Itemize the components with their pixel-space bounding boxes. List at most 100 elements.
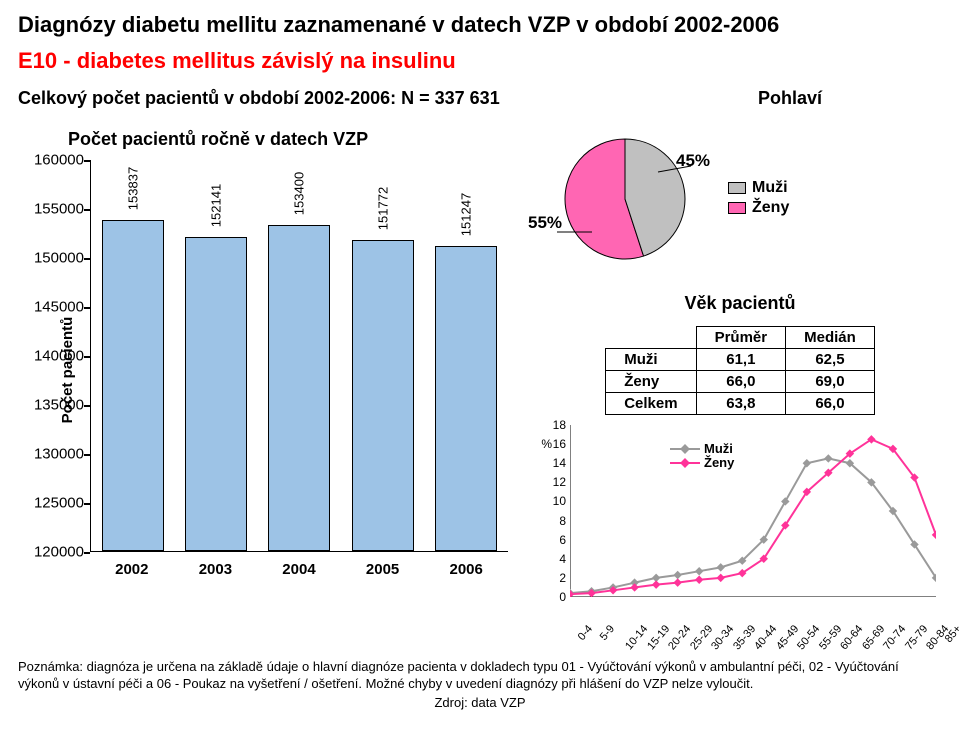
line-marker [716, 574, 724, 582]
bar-value-label: 153400 [292, 171, 307, 214]
line-marker [652, 580, 660, 588]
bar-value-label: 152141 [209, 184, 224, 227]
bar-x-label: 2002 [115, 561, 148, 578]
line-pct-label: % [541, 437, 552, 451]
age-title: Věk pacientů [540, 293, 940, 314]
line-marker [673, 578, 681, 586]
pie-chart: 55% 45% Muži Ženy [540, 129, 940, 269]
bar-y-tick: 160000 [34, 152, 84, 169]
line-x-label: 75-79 [903, 623, 930, 652]
pie-zeny-pct: 55% [528, 213, 562, 233]
line-x-label: 50-54 [795, 623, 822, 652]
bar-x-label: 2005 [366, 561, 399, 578]
line-marker [630, 583, 638, 591]
age-row-median: 69,0 [786, 371, 875, 393]
pie-muzi-pct: 45% [676, 151, 710, 171]
age-row-label: Celkem [606, 393, 696, 415]
line-x-label: 0-4 [576, 623, 595, 643]
age-row-prumer: 63,8 [696, 393, 786, 415]
bar-x-label: 2004 [282, 561, 315, 578]
line-x-label: 30-34 [709, 623, 736, 652]
line-y-tick: 6 [559, 533, 566, 547]
line-x-label: 20-24 [666, 623, 693, 652]
bar-y-tick: 120000 [34, 544, 84, 561]
page-title: Diagnózy diabetu mellitu zaznamenané v d… [18, 12, 942, 38]
age-row-label: Muži [606, 349, 696, 371]
age-row-median: 62,5 [786, 349, 875, 371]
line-x-label: 65-69 [860, 623, 887, 652]
line-x-label: 70-74 [881, 623, 908, 652]
bar [102, 220, 164, 551]
table-row: Ženy66,069,0 [606, 371, 875, 393]
age-table: Průměr Medián Muži61,162,5Ženy66,069,0Ce… [605, 326, 875, 415]
line-y-tick: 18 [553, 418, 566, 432]
line-y-tick: 0 [559, 590, 566, 604]
bar-y-tick: 125000 [34, 495, 84, 512]
line-x-label: 25-29 [688, 623, 715, 652]
line-marker [695, 567, 703, 575]
line-series [570, 439, 936, 594]
legend-zeny: Ženy [752, 199, 789, 217]
line-x-label: 10-14 [623, 623, 650, 652]
line-x-label: 15-19 [645, 623, 672, 652]
footnote: Poznámka: diagnóza je určena na základě … [18, 659, 942, 693]
bar-chart: Počet pacientů 1200001250001300001350001… [18, 160, 518, 580]
col-prumer: Průměr [696, 327, 786, 349]
pohlavi-label: Pohlaví [758, 88, 822, 109]
age-row-median: 66,0 [786, 393, 875, 415]
bar-chart-title: Počet pacientů ročně v datech VZP [68, 129, 518, 150]
age-row-prumer: 61,1 [696, 349, 786, 371]
bar-x-label: 2006 [449, 561, 482, 578]
bar-y-tick: 155000 [34, 201, 84, 218]
bar-x-label: 2003 [199, 561, 232, 578]
pie-svg [540, 129, 710, 269]
line-y-tick: 2 [559, 571, 566, 585]
table-row: Muži61,162,5 [606, 349, 875, 371]
bar-y-tick: 130000 [34, 446, 84, 463]
line-marker [673, 571, 681, 579]
total-count-line: Celkový počet pacientů v období 2002-200… [18, 88, 500, 109]
line-x-label: 60-64 [838, 623, 865, 652]
pie-legend: Muži Ženy [728, 179, 789, 219]
bar-value-label: 151772 [375, 187, 390, 230]
bar-y-tick: 140000 [34, 348, 84, 365]
line-marker [695, 576, 703, 584]
line-series [570, 458, 936, 593]
line-marker [803, 459, 811, 467]
line-x-label: 55-59 [817, 623, 844, 652]
line-legend: Muži Ženy [670, 441, 734, 469]
line-svg [570, 425, 936, 597]
line-x-label: 40-44 [752, 623, 779, 652]
line-legend-muzi: Muži [704, 441, 733, 456]
line-legend-zeny: Ženy [704, 455, 734, 470]
legend-muzi: Muži [752, 179, 788, 197]
bar [185, 237, 247, 551]
source-line: Zdroj: data VZP [18, 695, 942, 710]
table-row: Celkem63,866,0 [606, 393, 875, 415]
line-y-tick: 10 [553, 494, 566, 508]
age-line-chart: 024681012141618% Muži Ženy 0-45-910-1415… [540, 423, 940, 633]
line-y-tick: 16 [553, 437, 566, 451]
age-row-label: Ženy [606, 371, 696, 393]
bar [435, 246, 497, 551]
line-y-tick: 4 [559, 552, 566, 566]
line-x-label: 5-9 [597, 623, 616, 643]
bar-y-tick: 135000 [34, 397, 84, 414]
bar [352, 240, 414, 551]
line-y-tick: 12 [553, 475, 566, 489]
bar-value-label: 151247 [459, 192, 474, 235]
line-marker [781, 497, 789, 505]
col-median: Medián [786, 327, 875, 349]
line-y-tick: 14 [553, 456, 566, 470]
bar-value-label: 153837 [125, 167, 140, 210]
bar-y-tick: 145000 [34, 299, 84, 316]
bar [268, 225, 330, 551]
bar-y-tick: 150000 [34, 250, 84, 267]
line-x-label: 35-39 [731, 623, 758, 652]
line-marker [824, 454, 832, 462]
age-row-prumer: 66,0 [696, 371, 786, 393]
page-subtitle: E10 - diabetes mellitus závislý na insul… [18, 48, 942, 74]
line-marker [716, 563, 724, 571]
line-y-tick: 8 [559, 514, 566, 528]
line-x-label: 45-49 [774, 623, 801, 652]
